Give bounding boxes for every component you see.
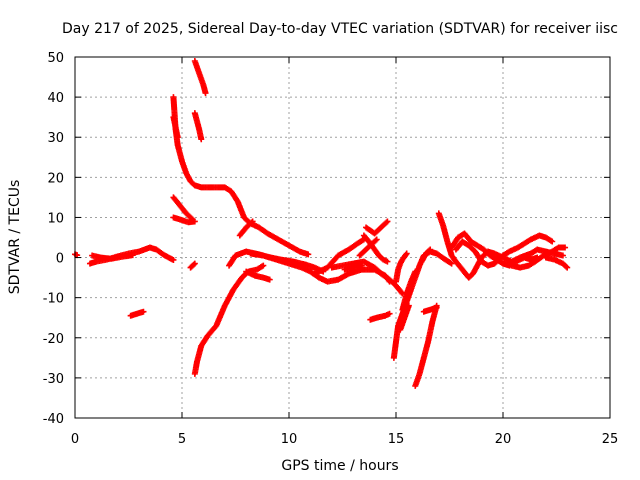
data-point bbox=[403, 250, 410, 257]
data-point bbox=[398, 289, 405, 296]
data-point bbox=[249, 218, 256, 225]
y-tick-label: 0 bbox=[56, 252, 64, 267]
data-point bbox=[549, 238, 556, 245]
y-tick-label: -10 bbox=[43, 292, 64, 307]
axis-ticks: 0 5 10 15 20 25 -40 -30 -20 -10 0 10 20 30 40 50 bbox=[43, 51, 619, 447]
data-point bbox=[386, 310, 393, 317]
data-point bbox=[174, 134, 181, 141]
data-point bbox=[202, 90, 209, 97]
data-point bbox=[559, 252, 566, 259]
data-point bbox=[266, 276, 273, 283]
x-axis-title: GPS time / hours bbox=[281, 458, 398, 474]
data-point bbox=[426, 247, 433, 254]
data-point bbox=[405, 302, 412, 309]
data-point bbox=[384, 258, 391, 265]
y-tick-label: 40 bbox=[47, 91, 64, 106]
data-point bbox=[373, 236, 380, 243]
y-tick-label: -20 bbox=[43, 332, 64, 347]
data-points bbox=[72, 58, 571, 389]
x-tick-label: 5 bbox=[178, 432, 186, 447]
data-point bbox=[563, 263, 570, 270]
data-point bbox=[260, 262, 267, 269]
plot-frame bbox=[74, 56, 611, 419]
data-point bbox=[129, 252, 136, 259]
y-tick-label: 20 bbox=[47, 171, 64, 186]
data-point bbox=[305, 251, 312, 258]
data-point bbox=[372, 237, 379, 244]
data-point bbox=[248, 219, 255, 226]
data-point bbox=[564, 264, 571, 271]
x-tick-label: 25 bbox=[602, 432, 619, 447]
data-point bbox=[198, 136, 205, 143]
y-tick-label: 50 bbox=[47, 51, 64, 66]
x-tick-label: 15 bbox=[388, 432, 405, 447]
data-point bbox=[140, 308, 147, 315]
data-point bbox=[190, 261, 197, 268]
data-point bbox=[191, 260, 198, 267]
y-tick-label: 10 bbox=[47, 211, 64, 226]
data-point bbox=[427, 246, 434, 253]
x-tick-label: 20 bbox=[495, 432, 512, 447]
chart-title: Day 217 of 2025, Sidereal Day-to-day VTE… bbox=[62, 21, 618, 37]
x-tick-label: 0 bbox=[71, 432, 79, 447]
data-point bbox=[433, 304, 440, 311]
data-point bbox=[412, 268, 419, 275]
data-point bbox=[384, 218, 391, 225]
x-tick-label: 10 bbox=[281, 432, 298, 447]
data-point bbox=[170, 256, 177, 263]
data-point bbox=[191, 218, 198, 225]
data-point bbox=[383, 219, 390, 226]
data-point bbox=[562, 244, 569, 251]
data-point bbox=[358, 262, 365, 269]
y-axis-title: SDTVAR / TECUs bbox=[7, 180, 23, 295]
data-point bbox=[448, 260, 455, 267]
y-tick-label: 30 bbox=[47, 131, 64, 146]
y-tick-label: -40 bbox=[43, 412, 64, 427]
y-tick-label: -30 bbox=[43, 372, 64, 387]
